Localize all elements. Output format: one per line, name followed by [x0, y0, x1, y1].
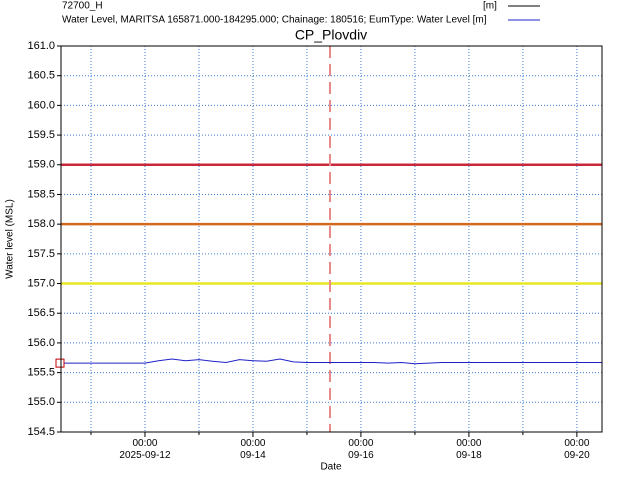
- y-tick-label: 161.0: [27, 40, 55, 52]
- series-line: [64, 358, 602, 365]
- legend-header: 72700_H: [62, 1, 103, 12]
- x-tick-label: 00:00 09-14: [240, 438, 266, 461]
- y-tick-label: 160.5: [27, 70, 55, 82]
- y-tick-label: 159.0: [27, 159, 55, 171]
- y-tick-label: 157.0: [27, 277, 55, 289]
- y-tick-label: 158.0: [27, 218, 55, 230]
- x-tick-label: 00:00 09-16: [348, 438, 374, 461]
- y-tick-label: 160.0: [27, 99, 55, 111]
- y-tick-label: 154.5: [27, 426, 55, 438]
- y-tick-label: 155.5: [27, 367, 55, 379]
- legend-unit: [m]: [483, 1, 497, 12]
- y-tick-label: 156.0: [27, 337, 55, 349]
- y-tick-label: 156.5: [27, 307, 55, 319]
- y-tick-label: 158.5: [27, 188, 55, 200]
- x-tick-label: 00:00 09-18: [456, 438, 482, 461]
- y-tick-label: 155.0: [27, 396, 55, 408]
- plot-frame: [60, 45, 603, 433]
- y-tick-label: 159.5: [27, 129, 55, 141]
- y-tick-label: 157.5: [27, 248, 55, 260]
- x-axis-label: Date: [320, 462, 342, 473]
- legend-label: Water Level, MARITSA 165871.000-184295.0…: [62, 15, 487, 26]
- y-axis-label: Water level (MSL): [5, 199, 16, 279]
- chart-title: CP_Plovdiv: [295, 27, 367, 43]
- x-tick-label: 00:00 09-20: [564, 438, 590, 461]
- x-tick-label: 00:00 2025-09-12: [119, 438, 171, 461]
- start-marker: [55, 358, 65, 368]
